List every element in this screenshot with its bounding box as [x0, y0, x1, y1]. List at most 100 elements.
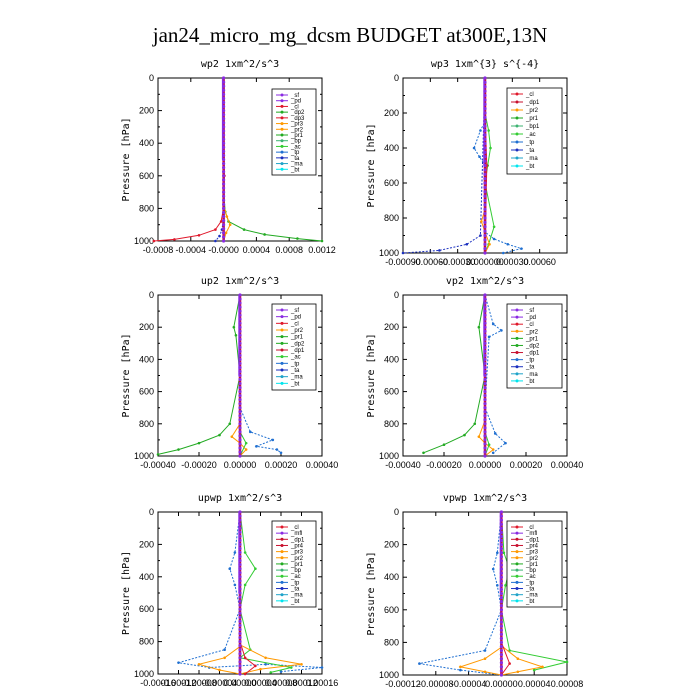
data-point — [238, 325, 242, 329]
legend: _cl_mfl_dp1_pr4_pr3_pr2_pr1_bp_ac_tp_ta_… — [506, 520, 563, 608]
data-point — [483, 198, 487, 203]
data-point — [483, 194, 487, 198]
data-point — [238, 672, 242, 676]
data-point — [222, 113, 226, 117]
data-point — [483, 185, 487, 189]
data-point — [238, 571, 242, 575]
legend-swatch-marker — [515, 148, 519, 152]
data-point — [238, 341, 242, 345]
data-point — [279, 451, 283, 455]
data-point — [177, 661, 180, 664]
data-point — [496, 584, 499, 587]
legend-label: _ma — [290, 375, 303, 381]
legend-label: _cl — [290, 321, 299, 327]
legend-swatch-marker — [515, 100, 519, 104]
data-point — [238, 414, 242, 418]
legend-swatch-marker — [515, 543, 519, 547]
data-point — [483, 345, 487, 349]
x-tick-label: -0.00030 — [440, 257, 476, 267]
data-point — [483, 212, 487, 216]
x-tick-label: 0.00040 — [551, 460, 584, 470]
x-tick-label: 0.000000 — [466, 257, 504, 267]
data-point — [499, 510, 503, 514]
data-point — [480, 220, 483, 223]
data-point — [238, 402, 242, 406]
data-point — [238, 434, 242, 438]
data-point — [218, 433, 221, 437]
data-point — [238, 668, 242, 672]
data-point — [238, 575, 242, 579]
data-point — [483, 76, 487, 80]
data-point — [499, 624, 503, 628]
data-point — [504, 584, 507, 587]
data-point — [238, 607, 242, 611]
legend-label: _sf — [290, 93, 299, 99]
legend-swatch-marker — [280, 133, 284, 137]
data-point — [224, 231, 228, 235]
legend-swatch-marker — [280, 375, 284, 379]
data-point — [238, 550, 242, 555]
legend-swatch-marker — [280, 167, 284, 171]
data-point — [483, 115, 487, 119]
data-point — [508, 662, 511, 665]
x-tick-label: -0.00090 — [385, 257, 421, 267]
x-tick-label: 0.00030 — [496, 257, 529, 267]
data-point — [222, 149, 226, 153]
data-point — [499, 608, 503, 612]
data-point — [222, 219, 226, 223]
legend-swatch-marker — [515, 132, 519, 136]
data-point — [483, 181, 487, 185]
data-point — [483, 670, 487, 674]
legend: _sf_pd_cl_pr2_pr1_dp2 _dp1_tp_ta_ma_bt — [506, 303, 563, 389]
data-point — [489, 146, 492, 150]
x-tick-label: 0.00020 — [510, 460, 543, 470]
y-tick-label: 800 — [384, 213, 399, 223]
legend-label: _pr2 — [525, 108, 539, 114]
data-point — [238, 530, 242, 534]
data-point — [222, 129, 226, 133]
y-axis-label: Pressure [hPa] — [366, 551, 377, 635]
data-point — [238, 563, 242, 567]
data-point — [222, 190, 226, 194]
legend-label: _ta — [525, 587, 535, 593]
data-point — [483, 247, 487, 251]
legend-label: _pd — [290, 99, 301, 105]
panel-4: vp2 1xm^2/s^3 0 200 400 600 800 1000 Pressure [… — [366, 276, 583, 470]
data-point — [197, 233, 201, 237]
series-line-ta — [402, 77, 486, 254]
data-point — [483, 446, 487, 450]
x-tick-label: -0.00004 — [451, 679, 487, 689]
data-point — [238, 293, 242, 297]
data-point — [483, 442, 487, 446]
data-point — [255, 445, 258, 448]
legend-swatch-marker — [280, 556, 284, 560]
data-point — [238, 394, 242, 398]
legend-swatch-marker — [280, 525, 284, 529]
legend-swatch-marker — [515, 580, 519, 584]
x-tick-label: -0.00060 — [413, 257, 449, 267]
x-tick-label: -0.00040 — [140, 460, 176, 470]
panel-title: vp2 1xm^2/s^3 — [446, 276, 524, 287]
data-point — [238, 313, 242, 317]
legend-swatch-marker — [280, 355, 284, 359]
data-point — [219, 220, 223, 223]
data-point — [275, 448, 279, 451]
legend-swatch-marker — [515, 124, 519, 128]
data-point — [222, 178, 226, 182]
legend-swatch-marker — [515, 372, 519, 376]
data-point — [238, 534, 242, 538]
data-point — [499, 518, 503, 522]
data-point — [483, 137, 487, 141]
data-point — [483, 438, 487, 442]
series-line-tp — [484, 294, 507, 454]
data-point — [422, 451, 425, 455]
legend-swatch-marker — [280, 341, 284, 345]
y-tick-label: 200 — [139, 322, 154, 332]
data-point — [244, 441, 248, 445]
legend-swatch-marker — [280, 348, 284, 352]
data-point — [483, 430, 487, 434]
data-point — [238, 317, 242, 321]
data-point — [483, 385, 487, 390]
panel-6: vpwp 1xm^2/s^3 0 200 400 600 800 1000 Pressure … — [366, 493, 583, 689]
panel-1: wp2 1xm^2/s^3 0 200 400 600 800 1000 Pressure [… — [121, 59, 336, 255]
